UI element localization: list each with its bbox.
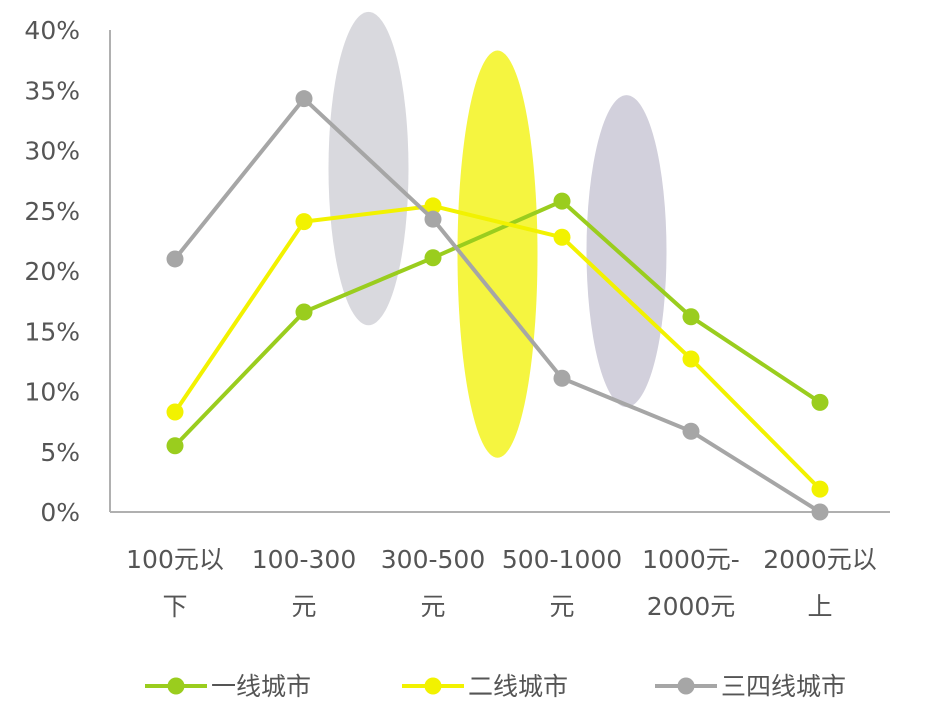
x-tick-label-line: 500-1000 xyxy=(502,545,622,574)
y-tick-label: 5% xyxy=(40,438,80,467)
data-point xyxy=(295,213,313,231)
data-point xyxy=(682,422,700,440)
x-tick-label-line: 100-300 xyxy=(252,545,356,574)
legend-swatch-marker xyxy=(167,677,185,695)
data-point xyxy=(424,197,442,215)
series-line xyxy=(173,203,822,491)
x-tick-label-line: 下 xyxy=(162,592,187,621)
data-point xyxy=(682,350,700,368)
data-point xyxy=(166,437,184,455)
data-point xyxy=(553,369,571,387)
series-line xyxy=(173,96,822,514)
highlight-ellipse-3 xyxy=(586,95,667,408)
x-tick-label: 1000元- 2000元 xyxy=(642,545,740,621)
legend-item: 一线城市 xyxy=(145,672,311,701)
y-tick-label: 0% xyxy=(40,498,80,527)
x-tick-label: 100-300 元 xyxy=(252,545,356,621)
data-point xyxy=(424,210,442,228)
x-tick-label-line: 2000元以 xyxy=(763,545,877,574)
x-tick-label-line: 元 xyxy=(291,592,316,621)
legend-swatch-marker xyxy=(677,677,695,695)
x-tick-label-line: 100元以 xyxy=(126,545,224,574)
legend: 一线城市 二线城市 三四线城市 xyxy=(145,672,846,701)
y-tick-label: 20% xyxy=(24,257,80,286)
data-point xyxy=(811,480,829,498)
data-point xyxy=(166,250,184,268)
highlight-ellipses xyxy=(328,11,667,458)
x-tick-label-line: 2000元 xyxy=(647,592,736,621)
x-tick-label: 300-500 元 xyxy=(381,545,485,621)
data-point xyxy=(811,393,829,411)
x-tick-label-line: 元 xyxy=(549,592,574,621)
x-tick-label: 500-1000 元 xyxy=(502,545,622,621)
legend-label: 三四线城市 xyxy=(721,672,846,701)
highlight-ellipse-1 xyxy=(328,11,409,326)
y-tick-label: 30% xyxy=(24,137,80,166)
data-point xyxy=(424,249,442,267)
data-point xyxy=(166,403,184,421)
y-tick-labels: 0% 5% 10% 15% 20% 25% 30% 35% 40% xyxy=(24,16,80,527)
series-3 xyxy=(166,90,829,521)
data-point xyxy=(682,308,700,326)
legend-label: 二线城市 xyxy=(468,672,568,701)
data-point xyxy=(553,192,571,210)
series-line xyxy=(173,199,822,448)
y-tick-label: 15% xyxy=(24,317,80,346)
x-tick-label-line: 1000元- xyxy=(642,545,740,574)
data-point xyxy=(295,303,313,321)
series-1 xyxy=(166,192,829,455)
legend-swatch-marker xyxy=(424,677,442,695)
legend-label: 一线城市 xyxy=(211,672,311,701)
data-point xyxy=(295,90,313,108)
data-point xyxy=(553,228,571,246)
y-tick-label: 10% xyxy=(24,378,80,407)
legend-item: 二线城市 xyxy=(402,672,568,701)
y-tick-label: 40% xyxy=(24,16,80,45)
x-tick-label-line: 元 xyxy=(420,592,445,621)
highlight-ellipse-2 xyxy=(457,50,538,458)
x-tick-label-line: 300-500 xyxy=(381,545,485,574)
data-point xyxy=(811,503,829,521)
y-tick-label: 35% xyxy=(24,76,80,105)
legend-item: 三四线城市 xyxy=(655,672,846,701)
series xyxy=(166,90,829,521)
x-tick-label-line: 上 xyxy=(807,592,832,621)
series-2 xyxy=(166,197,829,498)
axes xyxy=(109,30,890,513)
y-tick-label: 25% xyxy=(24,197,80,226)
